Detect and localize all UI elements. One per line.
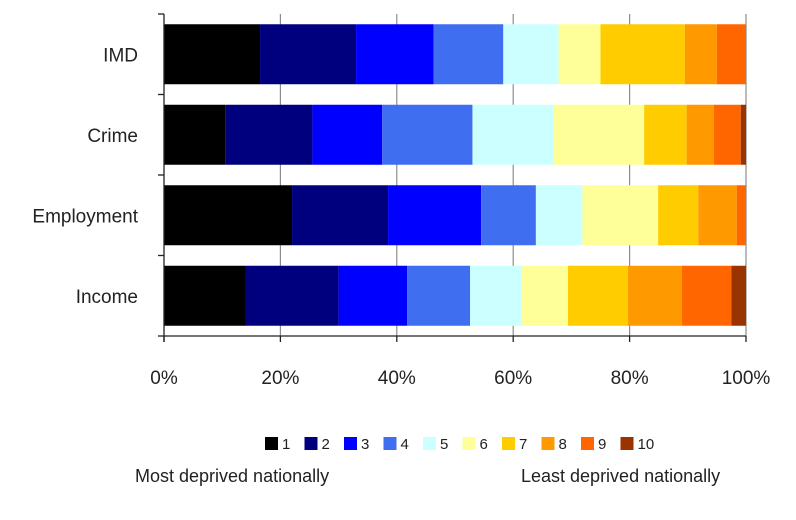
bar-segment [164,24,261,85]
legend-swatch [344,437,357,450]
legend-swatch [304,437,318,450]
axes [158,13,747,342]
bar-segment [521,265,568,326]
bar-segment [407,265,471,326]
legend-label: 7 [519,436,527,453]
legend-swatch [462,437,476,450]
bar-segment [698,185,737,246]
bar-segment [600,24,685,85]
bar-segment [338,265,408,326]
x-tick-labels: 0% 20% 40% 60% 80% 100% [150,368,770,389]
bar-segment [388,185,482,246]
legend-label: 5 [440,436,448,453]
legend-swatch [502,437,515,450]
legend-label: 4 [401,436,409,453]
x-tick-label: 100% [722,368,771,389]
bars [164,24,746,326]
legend-label: 9 [598,436,606,453]
bar-segment [481,185,536,246]
legend-label: 2 [322,436,330,453]
bar-segment [164,265,246,326]
x-tick-label: 0% [150,368,178,389]
bar-segment [627,265,682,326]
legend-label: 6 [480,436,488,453]
bar-segment [582,185,659,246]
bar-segment [503,24,559,85]
legend-label: 10 [638,436,655,453]
most-deprived-caption: Most deprived nationally [135,466,330,486]
least-deprived-caption: Least deprived nationally [521,466,721,486]
legend: 1 2 3 4 5 6 7 8 9 10 [265,436,654,453]
legend-swatch [265,437,278,450]
legend-swatch [423,437,436,450]
legend-swatch [581,437,594,450]
bar-segment [260,24,357,85]
category-label: IMD [103,45,138,66]
category-label: Income [76,287,138,308]
bar-segment [472,104,554,165]
category-label: Employment [32,206,138,227]
bar-segment [553,104,645,165]
bar-segment [716,24,746,85]
legend-swatch [383,437,397,450]
bar-segment [470,265,522,326]
x-tick-label: 40% [378,368,416,389]
bar-segment [558,24,601,85]
category-label: Crime [87,126,138,147]
legend-label: 8 [559,436,567,453]
y-tick-labels: IMD Crime Employment Income [32,45,138,308]
bar-segment [713,104,741,165]
x-tick-label: 60% [494,368,532,389]
bar-segment [684,24,717,85]
bar-segment [164,185,293,246]
bar-segment [245,265,339,326]
bar-segment [164,104,226,165]
x-tick-label: 80% [611,368,649,389]
legend-label: 1 [282,436,290,453]
legend-swatch [541,437,555,450]
bar-segment [356,24,434,85]
bar-segment [312,104,383,165]
bar-segment [567,265,628,326]
bar-segment [644,104,687,165]
legend-label: 3 [361,436,369,453]
bar-segment [382,104,473,165]
bar-segment [225,104,313,165]
bar-segment [731,265,746,326]
bar-segment [292,185,389,246]
bar-segment [681,265,732,326]
bar-segment [658,185,699,246]
bar-segment [740,104,746,165]
bar-segment [433,24,504,85]
x-tick-label: 20% [261,368,299,389]
legend-swatch [620,437,634,450]
bar-segment [535,185,583,246]
bar-segment [686,104,714,165]
bar-segment [736,185,746,246]
